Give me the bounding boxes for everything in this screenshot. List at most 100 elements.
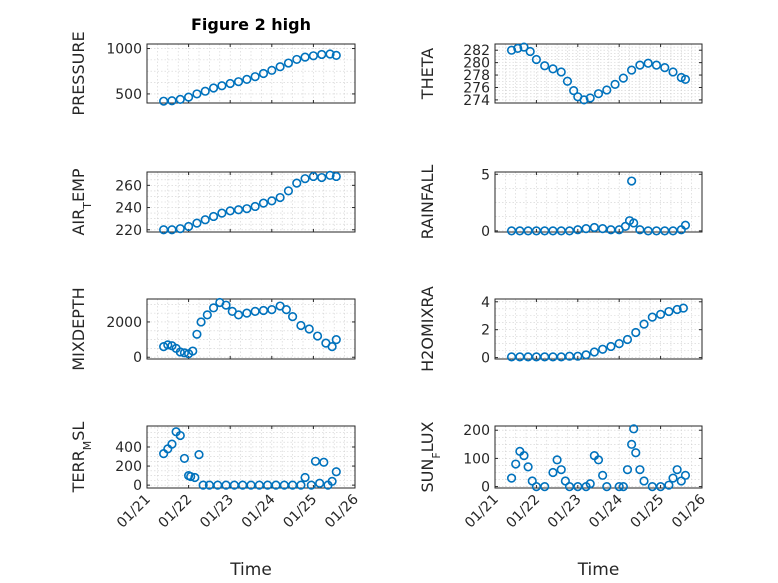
data-point (548, 467, 558, 478)
data-point (275, 62, 285, 72)
y-tick-label: 282 (463, 43, 490, 59)
y-axis-label-main: H2OMIXRA (418, 286, 437, 372)
data-point (585, 93, 595, 103)
data-point (300, 472, 310, 483)
data-point (167, 96, 177, 106)
y-axis-label-main: PRESSURE (69, 31, 88, 115)
data-point (192, 329, 202, 339)
data-point (233, 310, 244, 320)
data-point (581, 350, 591, 360)
data-point (250, 306, 260, 316)
y-axis-label-main: AIR (69, 209, 88, 236)
x-tick-label: 01/23 (197, 492, 237, 532)
data-point (308, 171, 319, 182)
data-point (327, 476, 337, 486)
data-point (188, 346, 198, 356)
data-point (589, 222, 599, 233)
y-axis-label: MIXDEPTH (69, 287, 88, 370)
data-point (519, 450, 529, 461)
data-point (631, 327, 641, 338)
y-axis-label-main: SUN (418, 459, 437, 493)
y-tick-label: 0 (481, 351, 490, 367)
data-point (250, 72, 260, 82)
data-point (610, 79, 620, 89)
x-tick-label: 01/21 (114, 492, 154, 532)
data-point (651, 60, 662, 70)
data-point (331, 50, 341, 60)
data-point (217, 208, 227, 218)
data-point (300, 174, 310, 184)
data-point (283, 58, 294, 68)
subplot-8: 01/21 01/22 01/23 01/24 01/25 01/26 0 100 200 SUN… (418, 421, 709, 580)
y-tick-label: 5 (481, 167, 490, 183)
data-point (194, 450, 204, 460)
data-point (217, 81, 227, 91)
data-point (655, 309, 666, 319)
y-tick-label: 2 (481, 323, 490, 339)
data-point (192, 89, 202, 99)
data-point (523, 462, 533, 472)
axes-box (146, 298, 356, 360)
data-point (312, 331, 323, 341)
data-point (635, 225, 645, 235)
data-point (202, 310, 212, 320)
y-tick-label: 0 (481, 480, 490, 496)
data-point (618, 481, 628, 492)
data-point (678, 303, 688, 313)
subplot-5: 0 2000 MIXDEPTH (69, 287, 356, 371)
figure-title: Figure 2 high (191, 15, 311, 34)
data-point (306, 480, 316, 490)
data-point (196, 317, 206, 327)
y-tick-label: 280 (463, 56, 490, 72)
data-point (192, 218, 202, 228)
data-point (639, 476, 649, 486)
y-tick-label: 260 (115, 178, 142, 194)
data-point (680, 74, 691, 84)
data-point (598, 224, 608, 234)
data-point (315, 478, 325, 488)
data-point (564, 226, 575, 236)
data-point (200, 86, 210, 96)
data-point (672, 304, 682, 315)
data-point (627, 176, 637, 186)
data-point (622, 465, 633, 475)
data-point (525, 46, 535, 57)
data-point (296, 480, 306, 490)
y-tick-label: 400 (115, 440, 142, 456)
y-axis-label-tail: LUX (418, 421, 437, 452)
data-point (292, 178, 302, 188)
x-tick-label: 01/21 (462, 492, 502, 532)
x-tick-label: 01/22 (156, 492, 196, 532)
data-point (200, 215, 210, 225)
data-point (602, 481, 612, 492)
x-tick-label: 01/22 (503, 492, 543, 532)
data-point (523, 352, 533, 362)
y-tick-label: 276 (463, 80, 490, 96)
y-tick-label: 100 (463, 451, 490, 467)
x-tick-label: 01/24 (586, 491, 626, 531)
data-point (283, 186, 294, 196)
data-point (221, 300, 231, 310)
axes-box (494, 171, 703, 233)
data-point (190, 472, 200, 483)
subplot-3: 220 240 260 AIRTEMP (69, 168, 356, 239)
data-point (258, 68, 269, 79)
data-point (515, 352, 525, 362)
data-point (175, 224, 185, 234)
subplot-4: 0 5 RAINFALL (418, 165, 703, 240)
data-point (531, 54, 542, 65)
data-point (225, 78, 235, 89)
data-point (511, 459, 521, 469)
data-point (573, 225, 583, 235)
data-point (581, 224, 591, 234)
data-point (179, 453, 190, 464)
y-axis-label: RAINFALL (418, 165, 437, 240)
data-point (175, 94, 185, 104)
data-point (186, 471, 196, 482)
y-tick-label: 4 (481, 295, 490, 311)
data-point (242, 74, 252, 84)
y-axis-label: TERRMSL (69, 422, 94, 494)
data-point (660, 62, 670, 73)
data-point (184, 221, 194, 232)
data-point (327, 342, 337, 352)
